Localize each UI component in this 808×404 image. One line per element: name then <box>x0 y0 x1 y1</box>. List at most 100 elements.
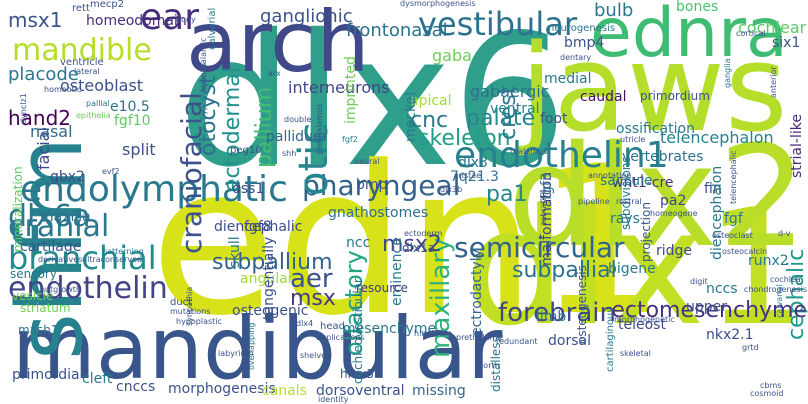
word-aer-32: aer <box>290 264 333 294</box>
word-subpallium-30: subpallium <box>212 250 333 275</box>
word-mutations-157: mutations <box>170 307 211 316</box>
word-primordium-127: primordium <box>640 89 710 103</box>
word-meckel-67: meckel <box>403 91 419 142</box>
word-homeotic-138: homeotic <box>44 85 82 94</box>
word-angular-97: angular <box>240 271 294 287</box>
word-diencephalic-74: diencephalic <box>214 219 303 235</box>
word-bmp4-52: bmp4 <box>564 35 605 51</box>
word-neurogenesis-133: neurogenesis <box>548 23 616 34</box>
word-subdivisions-123: subdivisions <box>619 156 633 230</box>
word-endolymphatic-10: endolymphatic <box>20 169 288 210</box>
word-ectoderm-189: ectoderm <box>404 229 443 238</box>
word-cochlea-194: cochlea <box>770 275 801 284</box>
word-bony-134: bony <box>176 15 196 24</box>
word-osteoclast-190: osteoclast <box>712 231 753 240</box>
word-nccs-101: nccs <box>706 281 738 297</box>
word-patterning-152: patterning <box>102 247 144 256</box>
word-endothelin1-9: endothelin1 <box>454 135 669 176</box>
word-chondrogenesis-175: chondrogenesis <box>743 285 807 294</box>
word-e10-5-62: e10.5 <box>110 99 150 115</box>
word-mandibular-5: mandibular <box>12 299 503 399</box>
word-dentary-136: dentary <box>560 53 592 62</box>
word-skeletal-165: skeletal <box>620 349 651 358</box>
word-pa2-82: pa2 <box>660 193 687 209</box>
word-cbms-195: cbms <box>760 381 782 390</box>
word-fgf-96: fgf <box>724 211 743 227</box>
word-identity-162: identity <box>318 395 349 404</box>
word-saccule-84: saccule <box>600 173 653 189</box>
word-head-158: head <box>320 321 345 332</box>
word-mash1-108: mash1 <box>18 323 59 337</box>
word-bmp-75: bmp <box>356 177 388 193</box>
word-neural-147: neural <box>354 157 380 166</box>
word-forebrain-26: forebrain <box>498 298 617 328</box>
word-teleost-117: teleost <box>618 317 666 333</box>
word-sensory-126: sensory <box>10 267 57 281</box>
word-vestibular-11: vestibular <box>418 5 577 43</box>
word-hypothalamic-180: hypothalamic <box>199 37 208 92</box>
word-caudal-56: caudal <box>580 89 627 105</box>
word-homeodomain-43: homeodomain <box>86 13 187 29</box>
word-rett-129: rett <box>72 3 90 14</box>
word-labyrinth-160: labyrinth <box>218 349 254 358</box>
word-ednra-8: ednra <box>590 0 788 73</box>
word-cleft-110: cleft <box>82 371 113 387</box>
word-limb-120: limb <box>536 309 567 325</box>
word-cochleovestibular-125: cochleovestibular <box>351 278 365 384</box>
word-pharyngeal-13: pharyngeal <box>302 169 461 202</box>
word-fgf10-63: fgf10 <box>114 113 151 129</box>
word-cranial-15: cranial <box>8 209 110 244</box>
word-ventral-55: ventral <box>490 101 540 117</box>
word-peg10-144: peg10 <box>230 145 262 156</box>
word-outgrowth-150: outgrowth <box>40 285 81 294</box>
word-gabaergic-54: gabaergic <box>470 82 550 101</box>
word-resource-99: resource <box>356 281 408 295</box>
word-rostral-173: rostral <box>616 197 642 206</box>
word-anterior-178: anterior <box>769 66 778 98</box>
word-vertebrates-86: vertebrates <box>622 149 704 165</box>
word-eminence-93: eminence <box>389 237 405 306</box>
word-digit-171: digit <box>690 277 708 286</box>
word-dysmorphogenesis-135: dysmorphogenesis <box>400 0 476 8</box>
word-ectrodactyly-94: ectrodactyly <box>469 249 485 336</box>
word-msx1-41: msx1 <box>8 8 63 32</box>
word-evf2-146: evf2 <box>102 167 120 176</box>
word-mandible-19: mandible <box>12 33 152 68</box>
word-morphogenetic-166: morphogenetic <box>614 315 675 324</box>
word-arx-183: arx <box>268 69 281 78</box>
word-cnccs-111: cnccs <box>116 379 156 395</box>
word-semicircular-25: semicircular <box>454 231 625 264</box>
word-cochlear-49: cochlear <box>738 18 807 37</box>
word-six1-58: six1 <box>772 35 801 51</box>
word-cristae-148: cristae <box>454 171 482 180</box>
word-strial-like-59: strial-like <box>789 114 805 178</box>
word-osteogenic-105: osteogenic <box>232 303 309 319</box>
word-dss1-72: dss1 <box>232 181 265 197</box>
word-ganglionic-44: ganglionic <box>260 6 353 27</box>
word-rays-81: rays <box>610 211 640 227</box>
word-hindbrain-167: hindbrain <box>414 329 453 338</box>
word-mecp2-130: mecp2 <box>90 0 125 10</box>
word-dlx1a-92: dlx1a <box>402 241 436 255</box>
word-morphogenesis-112: morphogenesis <box>168 381 276 397</box>
word-imprinted-66: imprinted <box>343 56 359 124</box>
word-osteoblast-50: osteoblast <box>60 76 144 95</box>
word-redundant-163: redundant <box>496 337 538 346</box>
word-palate-34: palate <box>466 106 536 131</box>
word-7q21-3-77: 7q21.3 <box>450 169 499 185</box>
word-fgf2-142: fgf2 <box>342 135 358 144</box>
word-grtd-197: grtd <box>742 343 759 352</box>
word-split-64: split <box>122 140 156 159</box>
word-ganglia-176: ganglia <box>723 58 732 88</box>
word-dlx2-3: dlx2 <box>507 116 807 279</box>
word-striatum-104: striatum <box>20 301 71 315</box>
word-ear-18: ear <box>140 0 200 38</box>
word-zebrafish-186: zebrafish <box>539 189 548 226</box>
word-lateral-137: lateral <box>74 67 100 76</box>
word-arch-6: arch <box>186 0 370 91</box>
word-maxilla-73: maxilla <box>40 209 91 225</box>
word-endothelin-17: endothelin <box>8 271 168 306</box>
word-osteocalcin-170: osteocalcin <box>722 247 768 256</box>
word-shelves-192: shelves <box>300 351 331 360</box>
word-dlx4-182: dlx4 <box>296 319 314 328</box>
